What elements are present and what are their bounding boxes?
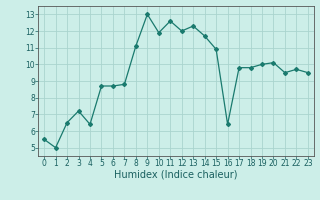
X-axis label: Humidex (Indice chaleur): Humidex (Indice chaleur) — [114, 170, 238, 180]
